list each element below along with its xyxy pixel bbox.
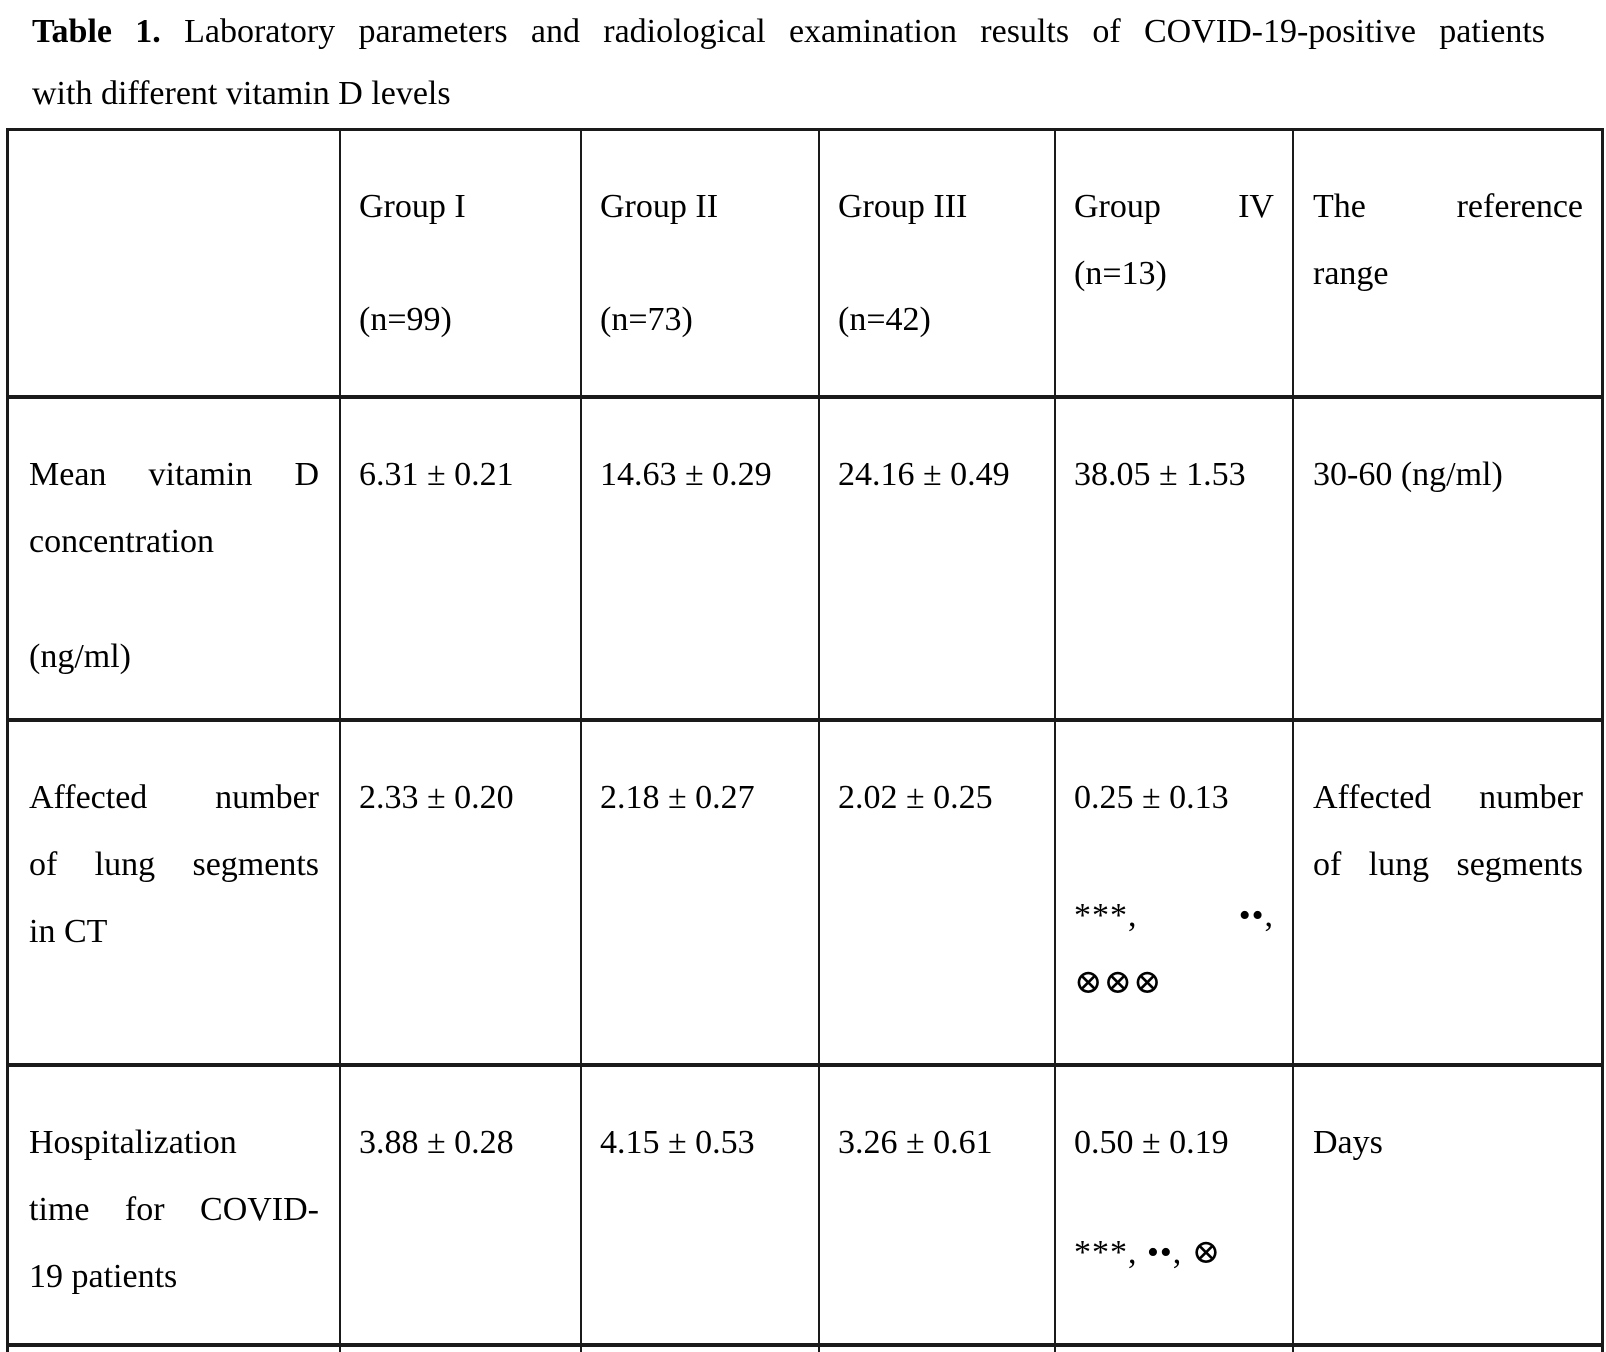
caption-line-1: Table 1. Laboratory parameters and radio… xyxy=(32,1,1545,63)
header-cell-reference-range: The reference range xyxy=(1294,131,1601,395)
label-line: Mean vitamin D xyxy=(29,456,319,493)
header-cell-group-1: Group I (n=99) xyxy=(341,131,580,395)
cell-lung-segments-group-1: 2.33 ± 0.20 xyxy=(341,722,580,1063)
reference-line: of lung segments xyxy=(1313,846,1583,883)
cut-off-row-cell xyxy=(9,1347,339,1352)
data-table: Group I (n=99) Group II (n=73) Group III… xyxy=(6,128,1604,1352)
cut-off-row-cell xyxy=(582,1347,818,1352)
cell-vitamin-d-group-3: 24.16 ± 0.49 xyxy=(820,399,1054,718)
value: 2.18 ± 0.27 xyxy=(600,779,755,816)
group-n: (n=13) xyxy=(1074,255,1167,292)
cell-lung-segments-group-2: 2.18 ± 0.27 xyxy=(582,722,818,1063)
caption-label: Table 1. xyxy=(32,13,161,50)
value: 0.25 ± 0.13 xyxy=(1074,779,1229,816)
label-line: in CT xyxy=(29,913,108,950)
header-cell-group-2: Group II (n=73) xyxy=(582,131,818,395)
label-line: Hospitalization xyxy=(29,1124,237,1161)
cell-vitamin-d-group-1: 6.31 ± 0.21 xyxy=(341,399,580,718)
table-caption: Table 1. Laboratory parameters and radio… xyxy=(32,1,1545,125)
cell-hospitalization-group-2: 4.15 ± 0.53 xyxy=(582,1067,818,1343)
cut-off-row-cell xyxy=(820,1347,1054,1352)
cell-vitamin-d-reference: 30-60 (ng/ml) xyxy=(1294,399,1601,718)
cell-vitamin-d-group-2: 14.63 ± 0.29 xyxy=(582,399,818,718)
cell-lung-segments-reference: Affected number of lung segments xyxy=(1294,722,1601,1063)
reference-header-line: range xyxy=(1313,255,1389,292)
value: 14.63 ± 0.29 xyxy=(600,456,772,493)
header-cell-group-3: Group III (n=42) xyxy=(820,131,1054,395)
cut-off-row-cell xyxy=(341,1347,580,1352)
header-cell-blank xyxy=(9,131,339,395)
cell-hospitalization-group-3: 3.26 ± 0.61 xyxy=(820,1067,1054,1343)
group-n: (n=73) xyxy=(600,301,693,338)
cell-hospitalization-group-4: 0.50 ± 0.19 ***, ••, ⊗ xyxy=(1056,1067,1292,1343)
reference-header-line: The reference xyxy=(1313,188,1583,225)
group-name: Group IV xyxy=(1074,188,1274,225)
reference-line: Affected number xyxy=(1313,779,1583,816)
value: 4.15 ± 0.53 xyxy=(600,1124,755,1161)
group-name: Group I xyxy=(359,188,466,225)
value: 0.50 ± 0.19 xyxy=(1074,1124,1229,1161)
reference-value: Days xyxy=(1313,1124,1383,1161)
cell-hospitalization-reference: Days xyxy=(1294,1067,1601,1343)
value: 3.88 ± 0.28 xyxy=(359,1124,514,1161)
value: 3.26 ± 0.61 xyxy=(838,1124,993,1161)
group-n: (n=42) xyxy=(838,301,931,338)
value: 6.31 ± 0.21 xyxy=(359,456,514,493)
value: 24.16 ± 0.49 xyxy=(838,456,1010,493)
significance-symbols: ⊗⊗⊗ xyxy=(1074,964,1163,1001)
significance-symbols: ***, ••, ⊗ xyxy=(1074,1234,1222,1271)
label-line: concentration xyxy=(29,523,215,560)
value: 2.33 ± 0.20 xyxy=(359,779,514,816)
value: 2.02 ± 0.25 xyxy=(838,779,993,816)
cell-vitamin-d-group-4: 38.05 ± 1.53 xyxy=(1056,399,1292,718)
label-line: of lung segments xyxy=(29,846,319,883)
caption-text: Laboratory parameters and radiological e… xyxy=(184,13,1545,50)
cell-hospitalization-group-1: 3.88 ± 0.28 xyxy=(341,1067,580,1343)
row-label-vitamin-d: Mean vitamin D concentration (ng/ml) xyxy=(9,399,339,718)
row-label-hospitalization: Hospitalization time for COVID- 19 patie… xyxy=(9,1067,339,1343)
group-n: (n=99) xyxy=(359,301,452,338)
cell-lung-segments-group-3: 2.02 ± 0.25 xyxy=(820,722,1054,1063)
label-line: time for COVID- xyxy=(29,1191,319,1228)
cut-off-row-cell xyxy=(1294,1347,1601,1352)
header-cell-group-4: Group IV (n=13) xyxy=(1056,131,1292,395)
cell-lung-segments-group-4: 0.25 ± 0.13 ***, ••, ⊗⊗⊗ xyxy=(1056,722,1292,1063)
label-line: 19 patients xyxy=(29,1258,178,1295)
label-line: (ng/ml) xyxy=(29,638,131,675)
group-name: Group II xyxy=(600,188,719,225)
group-name: Group III xyxy=(838,188,968,225)
reference-value: 30-60 (ng/ml) xyxy=(1313,456,1503,493)
caption-line-2: with different vitamin D levels xyxy=(32,75,451,112)
label-line: Affected number xyxy=(29,779,319,816)
row-label-lung-segments: Affected number of lung segments in CT xyxy=(9,722,339,1063)
significance-symbols: ***, ••, xyxy=(1074,897,1274,934)
value: 38.05 ± 1.53 xyxy=(1074,456,1246,493)
cut-off-row-cell xyxy=(1056,1347,1292,1352)
